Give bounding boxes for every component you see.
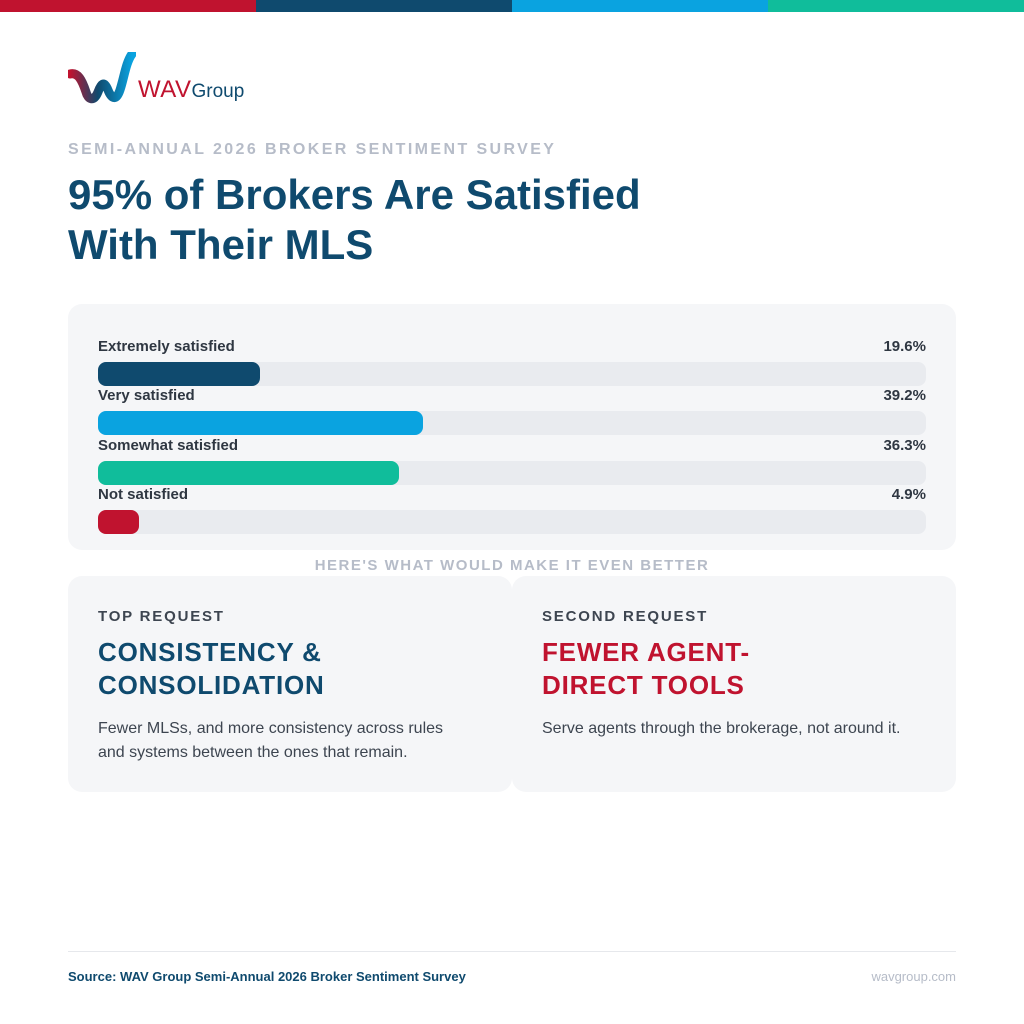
bar-category-label: Very satisfied	[98, 387, 195, 405]
bar-category-label: Somewhat satisfied	[98, 436, 239, 454]
top-request-card: TOP REQUEST CONSISTENCY & CONSOLIDATION …	[68, 576, 512, 792]
page-title-line-1: 95% of Brokers Are Satisfied	[68, 171, 641, 218]
wave-w-logo-icon	[68, 52, 136, 104]
stripe-segment-teal	[768, 0, 1024, 12]
card-heading-line-1: FEWER AGENT-	[542, 637, 750, 667]
bar-value-label: 4.9%	[891, 485, 926, 503]
card-heading-line-2: CONSOLIDATION	[98, 670, 325, 700]
card-body: Fewer MLSs, and more consistency across …	[98, 717, 482, 765]
logo-group-text: Group	[191, 81, 245, 102]
chart-row: Somewhat satisfied 36.3%	[98, 411, 926, 485]
footer-source: Source: WAV Group Semi-Annual 2026 Broke…	[68, 969, 466, 984]
chart-row: Very satisfied 39.2%	[98, 361, 926, 436]
bar-fill	[98, 411, 423, 436]
stripe-segment-sky	[512, 0, 768, 12]
bar-category-label: Not satisfied	[98, 485, 189, 503]
bar-value-label: 39.2%	[883, 387, 926, 405]
stripe-segment-crimson	[0, 0, 256, 12]
second-request-card: SECOND REQUEST FEWER AGENT- DIRECT TOOLS…	[512, 576, 956, 792]
card-body-line-2: and systems between the ones that remain…	[98, 744, 408, 761]
footer-site-link[interactable]: wavgroup.com	[871, 969, 956, 984]
card-heading-line-1: CONSISTENCY &	[98, 637, 322, 667]
bar-track	[98, 460, 926, 485]
logo-wordmark: WAV Group	[138, 76, 244, 104]
page-title-line-2: With Their MLS	[68, 221, 374, 268]
card-heading: FEWER AGENT- DIRECT TOOLS	[542, 636, 926, 702]
survey-eyebrow: SEMI-ANNUAL 2026 BROKER SENTIMENT SURVEY	[68, 141, 557, 158]
card-body: Serve agents through the brokerage, not …	[542, 717, 926, 741]
footer-divider	[68, 951, 956, 952]
page-title: 95% of Brokers Are Satisfied With Their …	[68, 170, 768, 270]
card-body-line-1: Serve agents through the brokerage, not …	[542, 720, 901, 737]
bar-fill	[98, 362, 261, 386]
bar-fill	[98, 509, 139, 534]
top-color-stripe	[0, 0, 1024, 12]
bar-fill	[98, 460, 399, 485]
card-kicker: TOP REQUEST	[98, 608, 225, 625]
card-body-line-1: Fewer MLSs, and more consistency across …	[98, 720, 444, 737]
card-kicker: SECOND REQUEST	[542, 608, 709, 625]
stripe-segment-navy	[256, 0, 512, 12]
bar-category-label: Extremely satisfied	[98, 338, 235, 355]
bar-track	[98, 362, 926, 386]
satisfaction-chart: Extremely satisfied 19.6% Very satisfied 39…	[68, 304, 956, 550]
chart-row: Not satisfied 4.9%	[98, 460, 926, 534]
card-heading-line-2: DIRECT TOOLS	[542, 670, 745, 700]
logo-wav-text: WAV	[138, 76, 192, 103]
bar-value-label: 36.3%	[883, 436, 926, 454]
chart-row: Extremely satisfied 19.6%	[98, 312, 926, 386]
bar-value-label: 19.6%	[883, 338, 926, 355]
section-label: HERE'S WHAT WOULD MAKE IT EVEN BETTER	[314, 557, 710, 574]
wav-group-logo: WAV Group	[68, 52, 244, 108]
bar-track	[98, 411, 926, 436]
bar-track	[98, 509, 926, 534]
card-heading: CONSISTENCY & CONSOLIDATION	[98, 636, 482, 702]
